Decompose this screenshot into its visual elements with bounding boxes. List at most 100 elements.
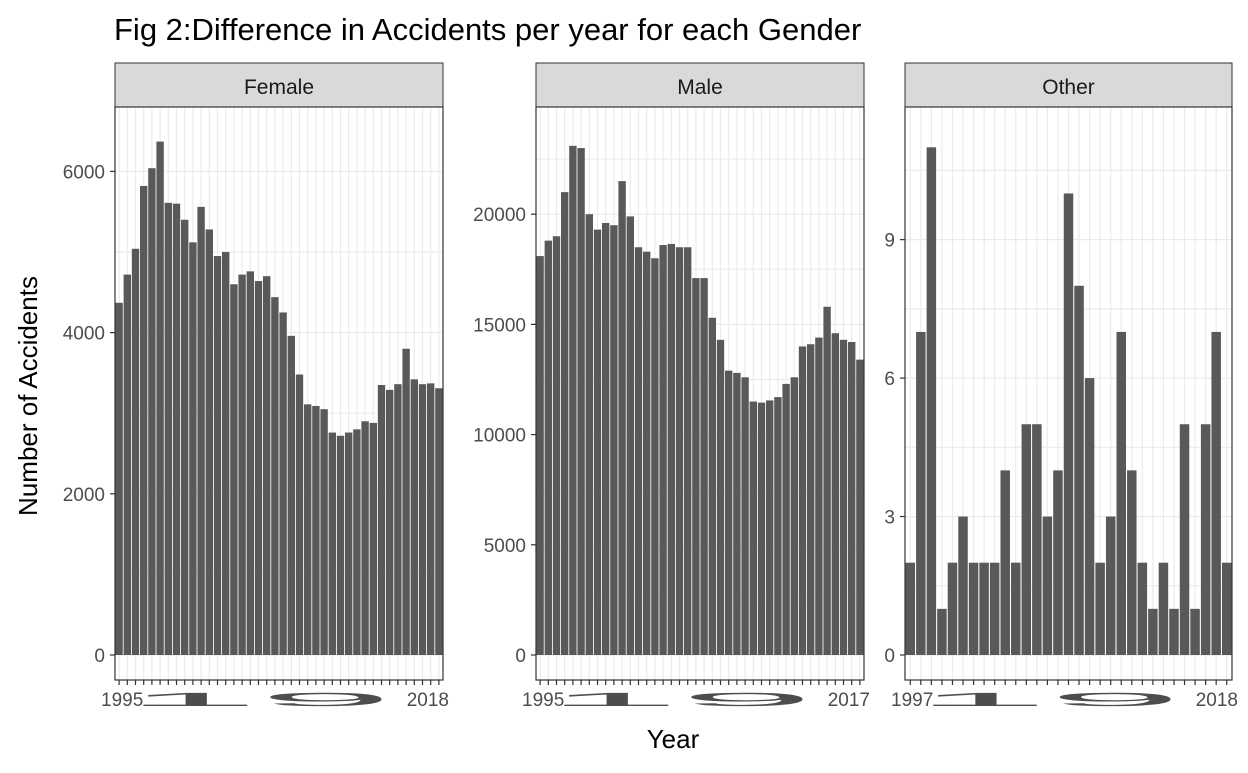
bar (328, 432, 336, 655)
bar (798, 346, 807, 655)
bar (577, 148, 585, 655)
y-tick-label: 20000 (473, 205, 526, 226)
bar (807, 344, 815, 655)
bar (1211, 331, 1221, 655)
bar (968, 562, 979, 655)
bar (1105, 516, 1116, 655)
x-axis-title: Year (647, 724, 700, 754)
facet-label: Other (1042, 76, 1095, 99)
bar (1095, 562, 1105, 655)
bar (684, 247, 692, 655)
bar (774, 397, 782, 655)
bar (1032, 424, 1042, 655)
bar (831, 333, 839, 655)
bar (205, 229, 213, 655)
bar (856, 359, 864, 655)
bar (782, 383, 790, 655)
x-tick-label-start: 1995 (522, 690, 564, 711)
bar (757, 402, 766, 655)
bar (569, 145, 577, 655)
bar (140, 185, 148, 656)
bar (848, 342, 856, 655)
y-tick-label: 2000 (63, 485, 105, 506)
panel-border (114, 106, 444, 681)
bar (544, 240, 552, 655)
bar (115, 302, 123, 655)
facet-label: Male (677, 76, 723, 99)
bar (263, 276, 271, 655)
bar (790, 377, 798, 655)
bar (131, 248, 140, 655)
bar (394, 384, 402, 655)
bar (238, 274, 246, 655)
y-tick-label: 0 (515, 646, 526, 667)
bar (610, 225, 618, 655)
panels: Female 0 2000 4000 6000 1995 2018 19 Male 0 5000 10… (63, 62, 1238, 711)
bar (213, 256, 222, 655)
bar (435, 388, 443, 655)
y-tick-label: 0 (884, 646, 895, 667)
bar (979, 562, 989, 655)
y-axis-title: Number of Accidents (13, 276, 43, 516)
facet-strip (904, 62, 1233, 108)
y-tick-label: 0 (94, 646, 105, 667)
bar (279, 312, 287, 655)
bar (377, 385, 386, 655)
y-tick-label: 15000 (473, 315, 526, 336)
bar (552, 236, 561, 655)
y-tick-label: 6 (884, 369, 895, 390)
bar (361, 421, 369, 655)
bar (667, 243, 675, 655)
bar (386, 389, 394, 655)
bar (1169, 608, 1179, 655)
panel-border (535, 106, 865, 681)
bar (1221, 562, 1232, 655)
panel-female: Female 0 2000 4000 6000 1995 2018 19 (63, 62, 449, 711)
y-tick-label: 9 (884, 231, 895, 252)
bar (123, 274, 131, 655)
bar (643, 251, 651, 655)
bar (189, 242, 197, 656)
y-tick-label: 6000 (63, 162, 105, 183)
bar (926, 147, 937, 656)
bar (766, 400, 774, 655)
bar (700, 278, 708, 655)
bar (692, 278, 700, 655)
bar (905, 562, 916, 655)
y-tick-label: 4000 (63, 324, 105, 345)
bar (254, 281, 263, 655)
bar (402, 348, 410, 655)
bar (369, 422, 377, 655)
y-tick-label: 10000 (473, 426, 526, 447)
bar (1000, 470, 1010, 655)
bar (1179, 424, 1190, 655)
bar (1116, 331, 1126, 655)
bar (1042, 516, 1053, 655)
bar (230, 284, 238, 655)
bar (626, 216, 634, 655)
bar (197, 206, 205, 655)
bar (916, 331, 926, 655)
bar (823, 306, 831, 655)
bar (602, 223, 610, 655)
bar (561, 192, 569, 655)
x-tick-label-overlap: 19 (546, 690, 814, 711)
x-tick-label-start: 1997 (891, 690, 933, 711)
y-tick-label: 3 (884, 508, 895, 529)
bar (222, 252, 230, 655)
bar (675, 247, 684, 655)
bar (336, 435, 345, 655)
bar (1190, 608, 1200, 655)
bar (536, 256, 544, 655)
bar (989, 562, 1000, 655)
bar (246, 271, 254, 655)
bar (1011, 562, 1021, 655)
bar (312, 405, 320, 655)
x-tick-label-overlap: 19 (125, 690, 393, 711)
bar (749, 401, 757, 655)
bar (1200, 424, 1211, 655)
chart-title: Fig 2:Difference in Accidents per year f… (114, 12, 861, 47)
bar (741, 377, 749, 655)
bar (427, 383, 435, 655)
